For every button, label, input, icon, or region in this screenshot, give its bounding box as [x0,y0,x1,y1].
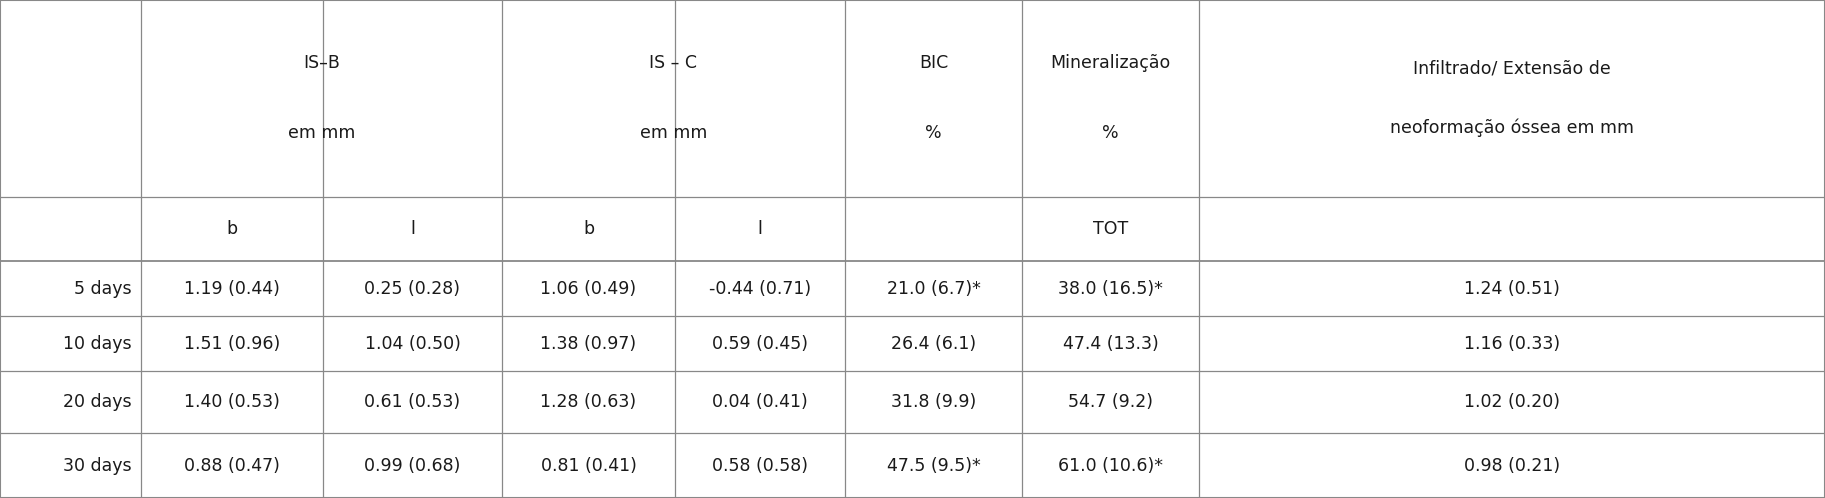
Text: 47.5 (9.5)*: 47.5 (9.5)* [887,457,980,475]
Text: 1.51 (0.96): 1.51 (0.96) [184,335,279,353]
Text: 30 days: 30 days [62,457,131,475]
Text: 1.28 (0.63): 1.28 (0.63) [540,393,637,411]
Text: 10 days: 10 days [62,335,131,353]
Text: em mm: em mm [288,124,354,142]
Text: 0.04 (0.41): 0.04 (0.41) [712,393,808,411]
Text: 21.0 (6.7)*: 21.0 (6.7)* [887,280,980,298]
Text: 0.61 (0.53): 0.61 (0.53) [365,393,460,411]
Text: 0.98 (0.21): 0.98 (0.21) [1464,457,1560,475]
Text: 5 days: 5 days [73,280,131,298]
Text: em mm: em mm [641,124,706,142]
Text: 26.4 (6.1): 26.4 (6.1) [891,335,976,353]
Text: 1.06 (0.49): 1.06 (0.49) [540,280,637,298]
Text: l: l [411,220,414,238]
Text: 31.8 (9.9): 31.8 (9.9) [891,393,976,411]
Text: 1.38 (0.97): 1.38 (0.97) [540,335,637,353]
Text: 1.40 (0.53): 1.40 (0.53) [184,393,279,411]
Text: %: % [925,124,942,142]
Text: 0.99 (0.68): 0.99 (0.68) [365,457,460,475]
Text: 61.0 (10.6)*: 61.0 (10.6)* [1058,457,1163,475]
Text: 1.24 (0.51): 1.24 (0.51) [1464,280,1560,298]
Text: 38.0 (16.5)*: 38.0 (16.5)* [1058,280,1163,298]
Text: b: b [582,220,595,238]
Text: 20 days: 20 days [62,393,131,411]
Text: %: % [1102,124,1119,142]
Text: b: b [226,220,237,238]
Text: 54.7 (9.2): 54.7 (9.2) [1068,393,1153,411]
Text: 0.58 (0.58): 0.58 (0.58) [712,457,808,475]
Text: 0.81 (0.41): 0.81 (0.41) [540,457,637,475]
Text: IS–B: IS–B [303,54,339,73]
Text: Infiltrado/ Extensão de: Infiltrado/ Extensão de [1413,59,1611,78]
Text: BIC: BIC [918,54,949,73]
Text: 1.04 (0.50): 1.04 (0.50) [365,335,460,353]
Text: -0.44 (0.71): -0.44 (0.71) [710,280,810,298]
Text: 47.4 (13.3): 47.4 (13.3) [1062,335,1159,353]
Text: l: l [757,220,763,238]
Text: 0.59 (0.45): 0.59 (0.45) [712,335,808,353]
Text: 1.02 (0.20): 1.02 (0.20) [1464,393,1560,411]
Text: 1.19 (0.44): 1.19 (0.44) [184,280,279,298]
Text: Mineralização: Mineralização [1051,54,1170,73]
Text: TOT: TOT [1093,220,1128,238]
Text: neoformação óssea em mm: neoformação óssea em mm [1391,119,1633,137]
Text: IS – C: IS – C [650,54,697,73]
Text: 0.25 (0.28): 0.25 (0.28) [365,280,460,298]
Text: 0.88 (0.47): 0.88 (0.47) [184,457,279,475]
Text: 1.16 (0.33): 1.16 (0.33) [1464,335,1560,353]
